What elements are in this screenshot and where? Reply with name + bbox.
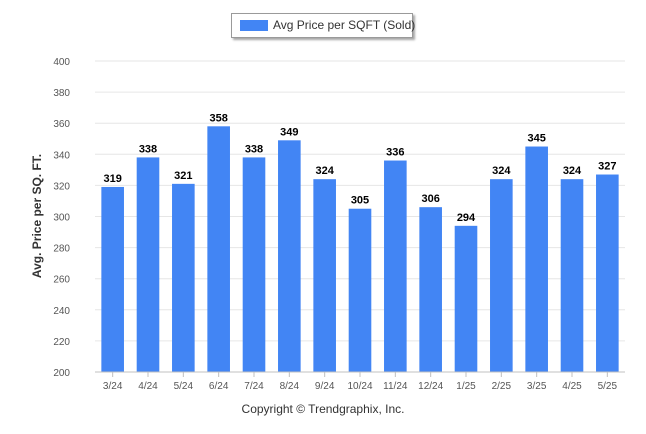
bar — [172, 183, 195, 372]
bars: 319 338 321 358 338 349 324 305 336 306 294 324 345 3… — [101, 112, 619, 372]
data-label: 338 — [139, 143, 157, 155]
copyright-text: Copyright © Trendgraphix, Inc. — [241, 402, 405, 416]
x-axis-ticks: 3/24 4/24 5/24 6/24 7/24 8/24 9/24 10/24 11/24 12… — [95, 371, 625, 392]
data-label: 345 — [527, 133, 545, 145]
x-tick-label: 4/25 — [562, 381, 582, 392]
x-tick-label: 5/25 — [598, 381, 618, 392]
bar — [278, 140, 301, 372]
y-tick-label: 240 — [53, 306, 70, 317]
bar — [560, 179, 584, 372]
x-tick-label: 1/25 — [456, 381, 476, 392]
x-tick-label: 2/25 — [492, 381, 512, 392]
bar — [490, 179, 513, 372]
bar — [596, 174, 619, 372]
data-label: 324 — [492, 165, 511, 177]
x-tick-label: 6/24 — [209, 381, 229, 392]
y-tick-label: 300 — [53, 213, 70, 224]
legend-swatch — [240, 20, 268, 31]
bar — [419, 207, 442, 372]
y-axis-ticks: 200 220 240 260 280 300 320 340 360 380 400 — [53, 57, 70, 379]
data-label: 319 — [103, 173, 121, 185]
x-tick-label: 10/24 — [347, 381, 372, 392]
y-tick-label: 320 — [53, 181, 70, 192]
x-tick-label: 12/24 — [418, 381, 443, 392]
data-label: 305 — [351, 195, 369, 207]
bar — [101, 186, 124, 372]
data-label: 349 — [280, 126, 298, 138]
y-axis-label: Avg. Price per SQ. FT. — [30, 154, 44, 278]
data-label: 294 — [457, 212, 476, 224]
y-tick-label: 280 — [53, 244, 70, 255]
data-label: 358 — [209, 112, 227, 124]
bar — [136, 157, 160, 372]
data-label: 321 — [174, 170, 192, 182]
data-label: 336 — [386, 147, 404, 159]
x-tick-label: 3/25 — [527, 381, 547, 392]
legend-label: Avg Price per SQFT (Sold) — [273, 18, 416, 32]
bar — [242, 157, 266, 372]
x-tick-label: 7/24 — [244, 381, 264, 392]
x-tick-label: 5/24 — [174, 381, 194, 392]
bar — [384, 160, 407, 372]
legend: Avg Price per SQFT (Sold) — [231, 13, 416, 38]
bar — [454, 225, 478, 372]
data-label: 306 — [421, 193, 439, 205]
bar — [313, 179, 336, 372]
x-tick-label: 11/24 — [383, 381, 408, 392]
y-tick-label: 260 — [53, 275, 70, 286]
bar — [207, 126, 230, 372]
y-tick-label: 340 — [53, 150, 70, 161]
x-tick-label: 8/24 — [280, 381, 300, 392]
y-tick-label: 200 — [53, 368, 70, 379]
data-label: 327 — [598, 161, 616, 173]
data-label: 324 — [315, 165, 334, 177]
bar — [525, 146, 548, 372]
y-tick-label: 400 — [53, 57, 70, 68]
bar — [348, 208, 372, 372]
data-label: 324 — [563, 165, 582, 177]
y-tick-label: 360 — [53, 119, 70, 130]
y-tick-label: 380 — [53, 88, 70, 99]
y-tick-label: 220 — [53, 337, 70, 348]
x-tick-label: 9/24 — [315, 381, 335, 392]
x-tick-label: 4/24 — [138, 381, 158, 392]
data-label: 338 — [245, 143, 263, 155]
x-tick-label: 3/24 — [103, 381, 123, 392]
